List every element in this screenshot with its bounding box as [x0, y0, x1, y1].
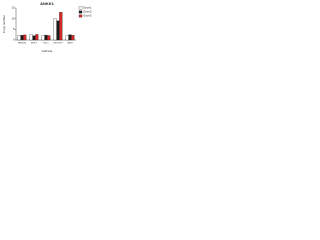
x-tick-label: A549 [67, 42, 73, 45]
y-tick-label: 5 [13, 27, 15, 31]
y-tick-label: 0 [13, 38, 15, 42]
bar [65, 35, 69, 41]
x-tick-label: HEK293 [18, 43, 27, 45]
legend-swatch [78, 10, 83, 14]
legend-swatch [78, 14, 83, 18]
bar [23, 34, 27, 41]
x-tick-label: HeLa [43, 43, 49, 45]
y-tick-label: 10 [12, 16, 15, 20]
bar [35, 34, 39, 41]
legend-swatch [78, 6, 83, 10]
chart: ANKK1 Copy number Cell line 0 5 10 15 HEK293… [2, 1, 92, 53]
bar [32, 35, 36, 41]
bar [17, 35, 21, 41]
x-axis-label: Cell line [42, 49, 53, 53]
legend-label: Exon2 [84, 10, 92, 14]
x-tick-label: SH-SY5Y [53, 43, 63, 45]
x-tick-label: MCF7 [31, 43, 38, 45]
bar [68, 34, 72, 41]
bar [44, 34, 48, 41]
bar [71, 35, 75, 41]
y-axis-label: Copy number [2, 15, 6, 33]
y-tick-label: 15 [12, 6, 15, 10]
legend-label: Exon3 [84, 14, 92, 18]
bar [47, 35, 51, 41]
bar [59, 12, 63, 41]
bar [20, 35, 24, 41]
bar [29, 34, 33, 41]
page: {"chart_data": {"type": "bar", "title": … [0, 0, 320, 54]
bar [56, 20, 60, 41]
bar [41, 35, 45, 41]
chart-title: ANKK1 [40, 1, 55, 6]
legend-label: Exon1 [84, 6, 92, 10]
bar [53, 18, 57, 41]
